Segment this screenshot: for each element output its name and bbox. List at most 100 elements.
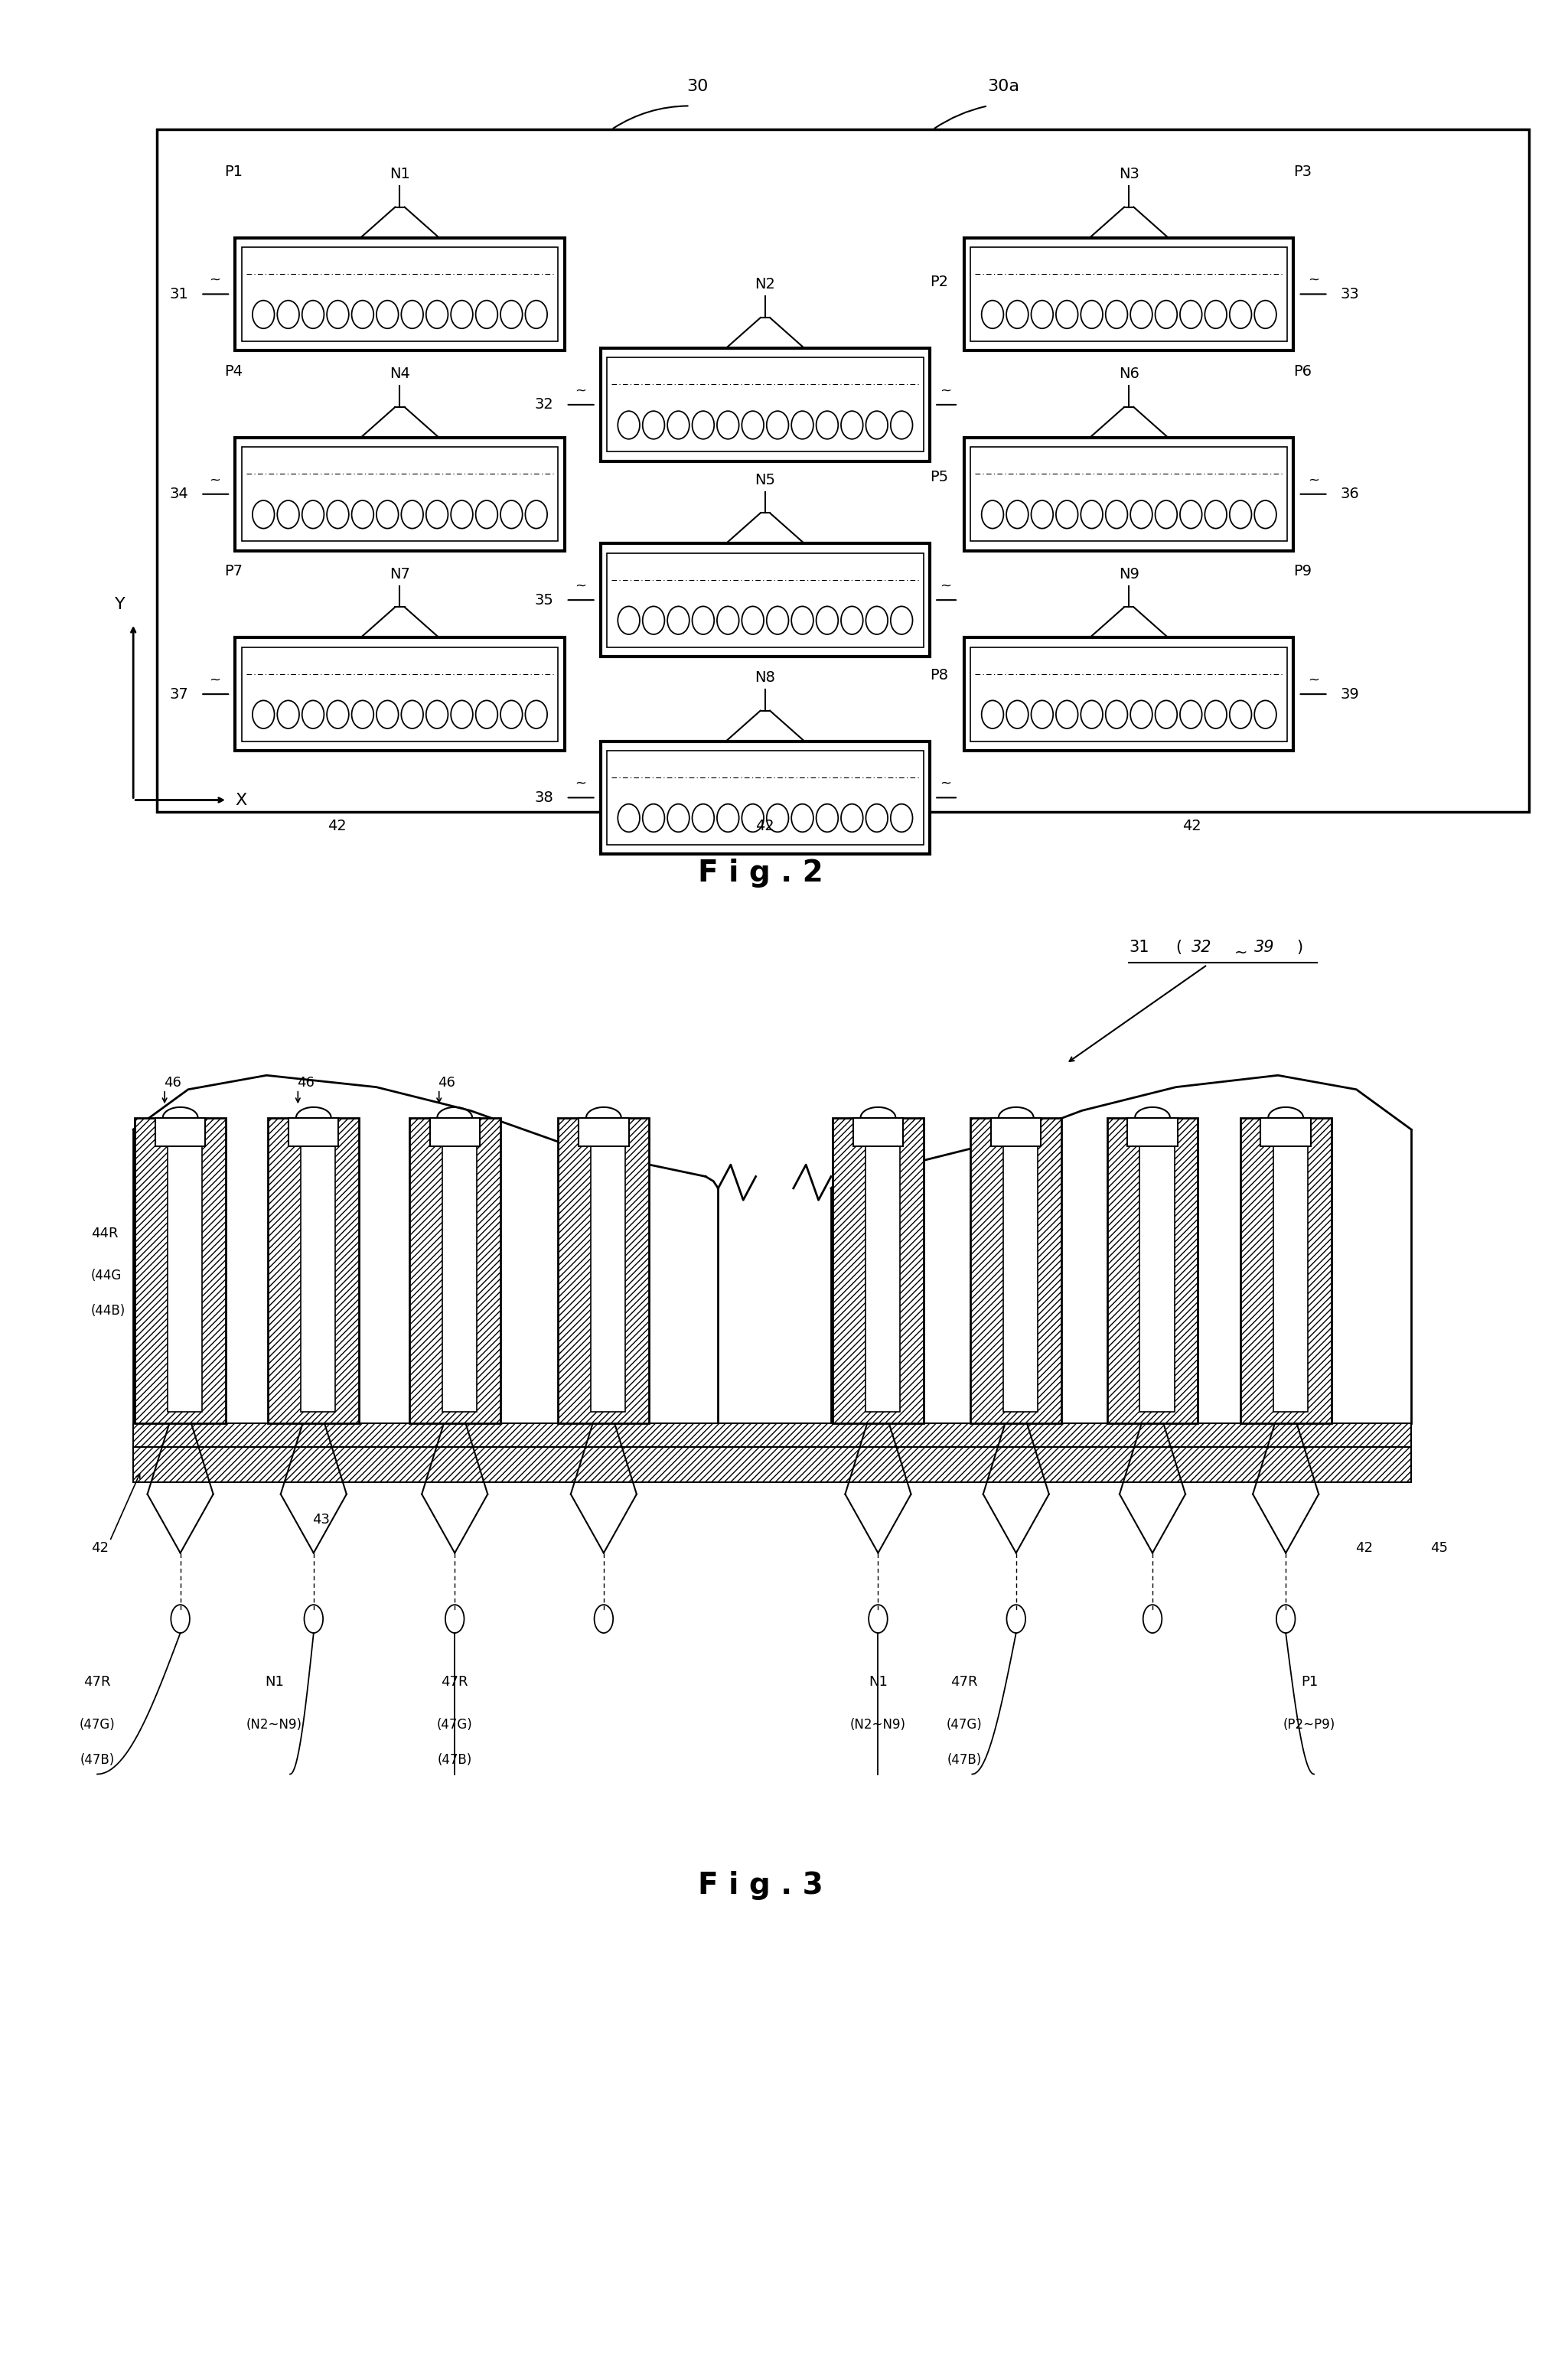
- Ellipse shape: [376, 301, 398, 329]
- Text: ~: ~: [209, 673, 221, 687]
- Bar: [591, 1129, 626, 1412]
- Ellipse shape: [351, 301, 373, 329]
- Ellipse shape: [1131, 301, 1152, 329]
- Text: (: (: [1176, 939, 1182, 955]
- Ellipse shape: [840, 805, 862, 833]
- Ellipse shape: [840, 412, 862, 440]
- Text: (P2~P9): (P2~P9): [1283, 1718, 1336, 1732]
- Text: (47B): (47B): [80, 1753, 114, 1767]
- Ellipse shape: [742, 607, 764, 635]
- Bar: [442, 1129, 477, 1412]
- Ellipse shape: [1007, 701, 1029, 729]
- Ellipse shape: [618, 805, 640, 833]
- Ellipse shape: [303, 701, 325, 729]
- Ellipse shape: [668, 412, 690, 440]
- Bar: [601, 741, 930, 854]
- Ellipse shape: [500, 701, 522, 729]
- Ellipse shape: [866, 805, 887, 833]
- Text: 31: 31: [169, 287, 188, 301]
- Text: ): ): [1297, 939, 1303, 955]
- Text: (44B): (44B): [91, 1304, 125, 1318]
- Ellipse shape: [376, 701, 398, 729]
- Ellipse shape: [1204, 701, 1226, 729]
- Bar: [409, 1118, 500, 1424]
- Ellipse shape: [1156, 701, 1178, 729]
- Text: (N2~N9): (N2~N9): [850, 1718, 906, 1732]
- Ellipse shape: [1055, 701, 1077, 729]
- Ellipse shape: [525, 701, 547, 729]
- Ellipse shape: [982, 501, 1004, 529]
- Text: ~: ~: [574, 776, 586, 791]
- Ellipse shape: [1229, 701, 1251, 729]
- Ellipse shape: [1229, 301, 1251, 329]
- Ellipse shape: [426, 701, 448, 729]
- Bar: [1261, 1118, 1311, 1146]
- Ellipse shape: [817, 805, 839, 833]
- Ellipse shape: [668, 607, 690, 635]
- Bar: [1004, 1129, 1038, 1412]
- Ellipse shape: [866, 412, 887, 440]
- Bar: [241, 447, 558, 541]
- Ellipse shape: [1105, 701, 1127, 729]
- Text: 30a: 30a: [988, 78, 1019, 94]
- Ellipse shape: [401, 501, 423, 529]
- Text: 34: 34: [169, 487, 188, 501]
- Text: ~: ~: [1234, 944, 1248, 960]
- Ellipse shape: [1080, 301, 1102, 329]
- Text: 43: 43: [312, 1513, 331, 1527]
- Text: F i g . 2: F i g . 2: [698, 859, 823, 887]
- Bar: [971, 447, 1287, 541]
- Text: 42: 42: [1182, 819, 1201, 833]
- Ellipse shape: [691, 607, 713, 635]
- Text: 38: 38: [535, 791, 554, 805]
- Ellipse shape: [303, 301, 325, 329]
- Ellipse shape: [792, 805, 814, 833]
- Ellipse shape: [1131, 701, 1152, 729]
- Bar: [235, 638, 564, 751]
- Bar: [991, 1118, 1041, 1146]
- Text: 42: 42: [328, 819, 347, 833]
- Text: 42: 42: [756, 819, 775, 833]
- Ellipse shape: [326, 701, 348, 729]
- Ellipse shape: [691, 805, 713, 833]
- Text: Y: Y: [114, 595, 125, 612]
- Ellipse shape: [643, 607, 665, 635]
- Bar: [133, 1447, 1411, 1482]
- Ellipse shape: [326, 501, 348, 529]
- Ellipse shape: [717, 412, 739, 440]
- Ellipse shape: [1156, 301, 1178, 329]
- Text: 45: 45: [1430, 1541, 1447, 1555]
- Ellipse shape: [742, 412, 764, 440]
- Bar: [601, 348, 930, 461]
- Ellipse shape: [1204, 301, 1226, 329]
- Text: 47R: 47R: [441, 1675, 469, 1689]
- Bar: [853, 1118, 903, 1146]
- Ellipse shape: [1032, 301, 1054, 329]
- Bar: [601, 544, 930, 656]
- Ellipse shape: [1105, 501, 1127, 529]
- Text: 39: 39: [1254, 939, 1275, 955]
- Ellipse shape: [1080, 501, 1102, 529]
- Ellipse shape: [500, 501, 522, 529]
- Ellipse shape: [401, 301, 423, 329]
- Ellipse shape: [525, 501, 547, 529]
- Text: 44R: 44R: [91, 1226, 118, 1240]
- Ellipse shape: [376, 501, 398, 529]
- Text: 42: 42: [91, 1541, 108, 1555]
- Text: (47G): (47G): [80, 1718, 114, 1732]
- Text: 37: 37: [169, 687, 188, 701]
- Text: (47B): (47B): [947, 1753, 982, 1767]
- Bar: [558, 1118, 649, 1424]
- Bar: [1127, 1118, 1178, 1146]
- Ellipse shape: [351, 501, 373, 529]
- Text: N8: N8: [754, 671, 776, 685]
- Bar: [607, 751, 924, 845]
- Text: 47R: 47R: [83, 1675, 111, 1689]
- Ellipse shape: [717, 805, 739, 833]
- Ellipse shape: [792, 607, 814, 635]
- Ellipse shape: [767, 607, 789, 635]
- Text: 33: 33: [1341, 287, 1359, 301]
- Ellipse shape: [326, 301, 348, 329]
- Text: N5: N5: [754, 473, 776, 487]
- Ellipse shape: [1105, 301, 1127, 329]
